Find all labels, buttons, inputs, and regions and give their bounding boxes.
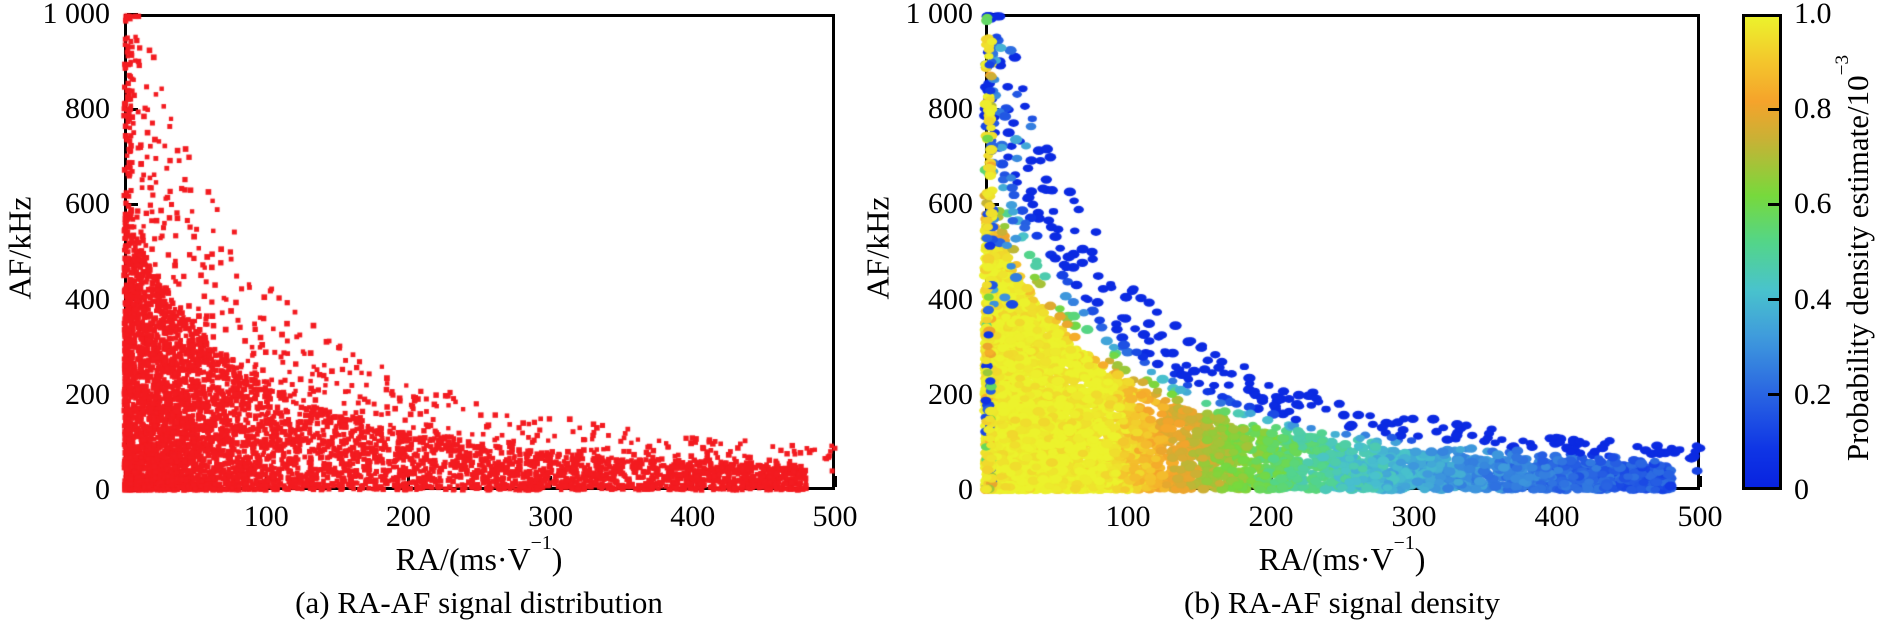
x-axis-title-a-close: ) xyxy=(551,541,563,577)
caption-a: (a) RA-AF signal distribution xyxy=(295,585,663,620)
y-tick-label-b-800: 800 xyxy=(928,92,973,126)
y-tick-label-b-600: 600 xyxy=(928,187,973,221)
colorbar-tick-label-0.2: 0.2 xyxy=(1794,377,1832,411)
scatter-canvas-a xyxy=(116,6,843,495)
x-tick-label-b-500: 500 xyxy=(1677,500,1723,533)
y-tick-label-a-200: 200 xyxy=(65,377,110,411)
x-tick-label-b-300: 300 xyxy=(1391,500,1437,533)
y-tick-label-a-0: 0 xyxy=(95,473,110,506)
colorbar-tick-label-0.8: 0.8 xyxy=(1794,92,1832,126)
colorbar-tick-mark-0.4 xyxy=(1768,298,1779,302)
y-tick-label-b-400: 400 xyxy=(928,282,973,316)
colorbar-tick-label-0: 0 xyxy=(1794,473,1809,506)
x-axis-title-b-sup: −1 xyxy=(1393,532,1415,555)
colorbar-title-text: Probability density estimate/10 xyxy=(1840,75,1875,462)
x-axis-title-a: RA/(ms·V−1) xyxy=(395,534,563,578)
colorbar-tick-mark-0.8 xyxy=(1768,107,1779,111)
colorbar-tick-label-0.4: 0.4 xyxy=(1794,282,1832,316)
x-axis-title-b-close: ) xyxy=(1414,541,1426,577)
colorbar-title: Probability density estimate/10−3 xyxy=(1832,55,1876,462)
x-tick-label-b-200: 200 xyxy=(1248,500,1294,533)
y-tick-label-b-0: 0 xyxy=(958,473,973,506)
colorbar-tick-label-1: 1.0 xyxy=(1794,0,1832,30)
x-tick-label-b-400: 400 xyxy=(1534,500,1580,533)
scatter-canvas-b xyxy=(977,6,1708,495)
y-tick-label-a-600: 600 xyxy=(65,187,110,221)
colorbar-tick-label-0.6: 0.6 xyxy=(1794,187,1832,221)
y-tick-label-a-1000: 1 000 xyxy=(42,0,111,30)
x-axis-title-b-text: RA/(ms·V xyxy=(1258,541,1394,577)
y-tick-label-b-200: 200 xyxy=(928,377,973,411)
x-tick-label-a-200: 200 xyxy=(385,500,431,533)
x-tick-label-a-500: 500 xyxy=(812,500,858,533)
x-tick-label-a-400: 400 xyxy=(670,500,716,533)
x-axis-title-b: RA/(ms·V−1) xyxy=(1258,534,1426,578)
caption-b: (b) RA-AF signal density xyxy=(1183,585,1501,620)
colorbar-title-sup: −3 xyxy=(1832,54,1854,76)
colorbar-tick-mark-0.2 xyxy=(1768,393,1779,397)
y-tick-label-b-1000: 1 000 xyxy=(905,0,974,30)
x-tick-label-b-100: 100 xyxy=(1105,500,1151,533)
colorbar-tick-mark-0.6 xyxy=(1768,202,1779,206)
x-tick-label-a-300: 300 xyxy=(528,500,574,533)
x-tick-label-a-100: 100 xyxy=(243,500,289,533)
x-axis-title-a-sup: −1 xyxy=(530,532,552,555)
y-tick-label-a-800: 800 xyxy=(65,92,110,126)
y-tick-label-a-400: 400 xyxy=(65,282,110,316)
colorbar-gradient xyxy=(1742,14,1782,490)
x-axis-title-a-text: RA/(ms·V xyxy=(395,541,531,577)
